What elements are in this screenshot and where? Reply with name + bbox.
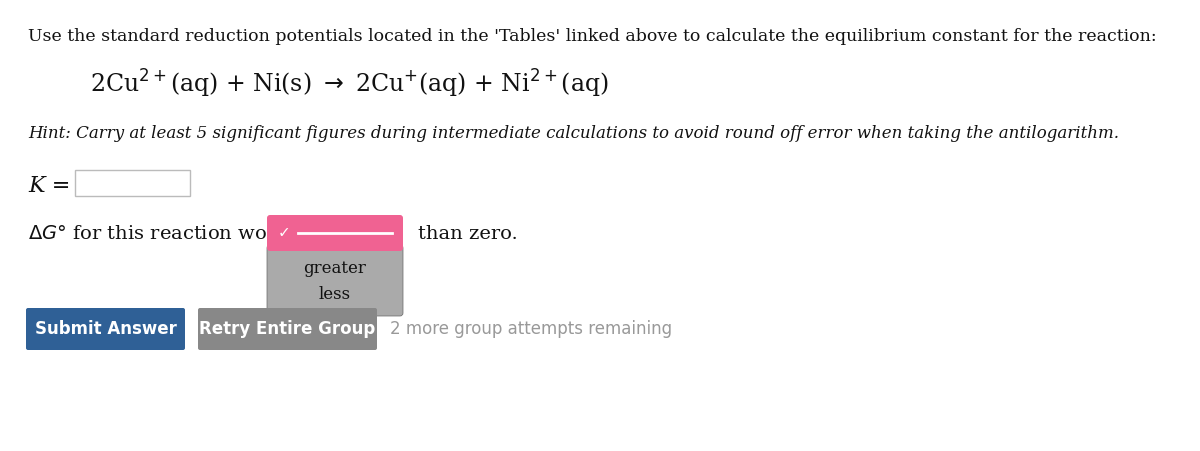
- FancyBboxPatch shape: [74, 170, 190, 196]
- Text: greater: greater: [304, 260, 366, 277]
- Text: than zero.: than zero.: [418, 225, 517, 243]
- Text: Use the standard reduction potentials located in the 'Tables' linked above to ca: Use the standard reduction potentials lo…: [28, 28, 1157, 45]
- Text: $\Delta G°$ for this reaction would b: $\Delta G°$ for this reaction would b: [28, 225, 317, 243]
- Text: Submit Answer: Submit Answer: [35, 320, 176, 338]
- FancyBboxPatch shape: [198, 308, 377, 350]
- FancyBboxPatch shape: [26, 308, 185, 350]
- Text: ✓: ✓: [278, 226, 290, 240]
- FancyBboxPatch shape: [266, 245, 403, 316]
- Text: 2Cu$^{2+}$(aq) + Ni(s) $\rightarrow$ 2Cu$^{+}$(aq) + Ni$^{2+}$(aq): 2Cu$^{2+}$(aq) + Ni(s) $\rightarrow$ 2Cu…: [90, 68, 608, 100]
- Text: K =: K =: [28, 175, 71, 197]
- Text: less: less: [319, 286, 352, 303]
- FancyBboxPatch shape: [266, 215, 403, 251]
- Text: Hint: Carry at least 5 significant figures during intermediate calculations to a: Hint: Carry at least 5 significant figur…: [28, 125, 1120, 142]
- Text: Retry Entire Group: Retry Entire Group: [199, 320, 376, 338]
- Text: 2 more group attempts remaining: 2 more group attempts remaining: [390, 320, 672, 338]
